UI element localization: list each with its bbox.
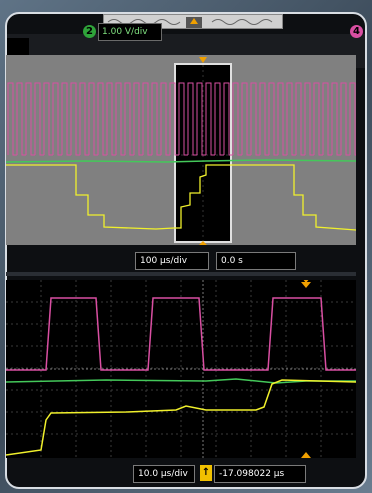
zoom-timebase-delay[interactable]: -17.098022 µs — [214, 465, 306, 483]
channel-2-scale[interactable]: 1.00 V/div — [98, 23, 162, 41]
main-waveform-svg — [6, 57, 356, 245]
channel-4-trace — [7, 82, 356, 156]
channel-2-badge[interactable]: 2 — [83, 25, 96, 38]
display-separator — [6, 272, 356, 276]
delay-reference-icon[interactable]: ↑ — [200, 465, 212, 481]
zoom-waveform-svg — [6, 280, 356, 458]
overview-waveform-icon — [107, 17, 273, 28]
trigger-marker-icon — [190, 18, 198, 24]
zoom-timebase-scale[interactable]: 10.0 µs/div — [133, 465, 195, 483]
main-timebase-delay[interactable]: 0.0 s — [216, 252, 296, 270]
channel-4-badge[interactable]: 4 — [350, 25, 363, 38]
main-timebase-scale[interactable]: 100 µs/div — [135, 252, 209, 270]
channel-1-slot[interactable] — [7, 38, 29, 60]
main-waveform-display[interactable] — [6, 55, 356, 245]
zoom-waveform-display[interactable] — [6, 280, 356, 458]
trigger-marker-icon — [199, 57, 207, 63]
